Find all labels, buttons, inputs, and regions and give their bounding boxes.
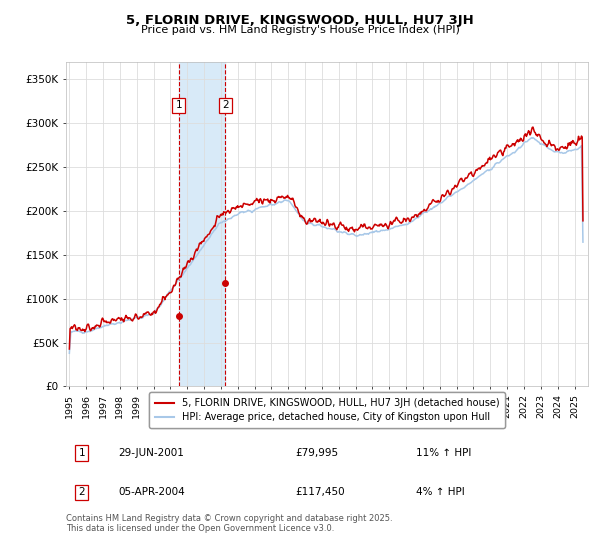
Text: 2: 2 bbox=[79, 488, 85, 497]
Text: Contains HM Land Registry data © Crown copyright and database right 2025.
This d: Contains HM Land Registry data © Crown c… bbox=[66, 514, 392, 533]
Text: £117,450: £117,450 bbox=[296, 488, 346, 497]
Text: 11% ↑ HPI: 11% ↑ HPI bbox=[416, 448, 471, 458]
Legend: 5, FLORIN DRIVE, KINGSWOOD, HULL, HU7 3JH (detached house), HPI: Average price, : 5, FLORIN DRIVE, KINGSWOOD, HULL, HU7 3J… bbox=[149, 392, 505, 428]
Text: 05-APR-2004: 05-APR-2004 bbox=[118, 488, 185, 497]
Text: 5, FLORIN DRIVE, KINGSWOOD, HULL, HU7 3JH: 5, FLORIN DRIVE, KINGSWOOD, HULL, HU7 3J… bbox=[126, 14, 474, 27]
Text: 1: 1 bbox=[79, 448, 85, 458]
Text: 2: 2 bbox=[222, 100, 229, 110]
Text: Price paid vs. HM Land Registry's House Price Index (HPI): Price paid vs. HM Land Registry's House … bbox=[140, 25, 460, 35]
Text: 4% ↑ HPI: 4% ↑ HPI bbox=[416, 488, 464, 497]
Text: 29-JUN-2001: 29-JUN-2001 bbox=[118, 448, 184, 458]
Text: £79,995: £79,995 bbox=[296, 448, 339, 458]
Bar bbox=[179, 62, 226, 386]
Text: 1: 1 bbox=[175, 100, 182, 110]
